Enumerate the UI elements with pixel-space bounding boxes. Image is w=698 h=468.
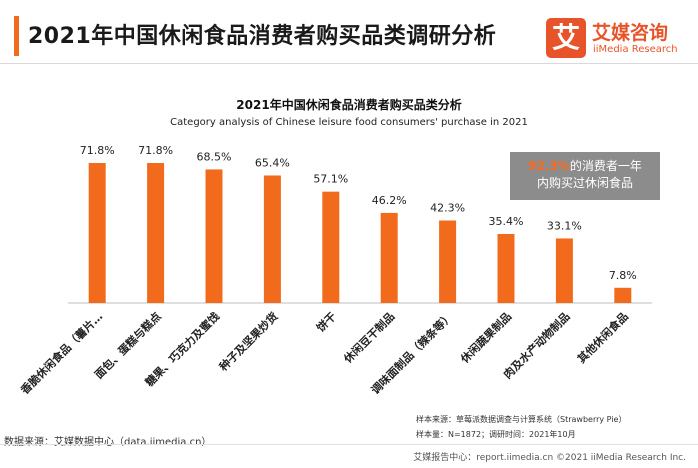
- callout-highlight: 92.3%: [528, 159, 570, 173]
- bar-8: [497, 233, 515, 303]
- logo-name-cn: 艾媒咨询: [592, 22, 669, 44]
- bar-9: [555, 238, 573, 303]
- logo-name-en: iiMedia Research: [593, 44, 678, 55]
- title-accent-bar: [14, 16, 19, 56]
- sample-notes: 样本来源：草莓派数据调查与计算系统（Strawberry Pie） 样本量：N=…: [416, 412, 686, 442]
- category-label-10: 其他休闲食品: [574, 309, 631, 366]
- header-divider: [0, 63, 698, 64]
- category-label-4: 种子及坚果炒货: [215, 309, 280, 374]
- chart-title: 2021年中国休闲食品消费者购买品类分析: [236, 98, 462, 112]
- highlight-callout: 92.3%的消费者一年 内购买过休闲食品: [510, 152, 660, 200]
- iimedia-logo: 艾 艾媒咨询 iiMedia Research: [546, 16, 686, 60]
- page-title: 2021年中国休闲食品消费者购买品类调研分析: [28, 24, 497, 49]
- callout-text-2: 内购买过休闲食品: [536, 176, 633, 190]
- bar-10: [614, 287, 632, 303]
- category-label-8: 休闲蔬果制品: [457, 309, 514, 366]
- callout-text-1: 的消费者一年: [569, 159, 642, 173]
- bar-2: [147, 163, 165, 303]
- bar-7: [439, 220, 457, 303]
- sample-source: 样本来源：草莓派数据调查与计算系统（Strawberry Pie）: [416, 415, 627, 424]
- data-label-1: 71.8%: [80, 144, 115, 157]
- data-label-4: 65.4%: [255, 156, 290, 169]
- bar-5: [322, 191, 340, 303]
- data-source: 数据来源：艾媒数据中心（data.iimedia.cn）: [4, 437, 212, 448]
- data-label-10: 7.8%: [609, 269, 637, 282]
- bar-chart: 71.8%香脆休闲食品（薯片…71.8%面包、蛋糕与糕点68.5%糖果、巧克力及…: [17, 144, 652, 398]
- category-label-6: 休闲豆干制品: [340, 309, 397, 366]
- sample-size: 样本量：N=1872；调研时间：2021年10月: [416, 430, 576, 439]
- chart-subtitle: Category analysis of Chinese leisure foo…: [170, 117, 528, 128]
- bar-6: [380, 212, 398, 303]
- data-label-9: 33.1%: [547, 219, 582, 232]
- data-label-8: 35.4%: [489, 215, 524, 228]
- bar-1: [88, 163, 106, 303]
- footer-text: 艾媒报告中心：report.iimedia.cn ©2021 iiMedia R…: [413, 453, 686, 463]
- data-label-2: 71.8%: [138, 144, 173, 157]
- data-label-7: 42.3%: [430, 202, 465, 215]
- bar-3: [205, 169, 223, 303]
- data-label-6: 46.2%: [372, 194, 407, 207]
- category-label-1: 香脆休闲食品（薯片…: [17, 309, 105, 397]
- footer: 艾媒报告中心：report.iimedia.cn ©2021 iiMedia R…: [0, 444, 698, 468]
- bar-4: [263, 175, 281, 303]
- logo-mark: 艾: [546, 18, 586, 58]
- category-label-5: 饼干: [313, 309, 338, 334]
- data-label-3: 68.5%: [197, 150, 232, 163]
- data-label-5: 57.1%: [313, 173, 348, 186]
